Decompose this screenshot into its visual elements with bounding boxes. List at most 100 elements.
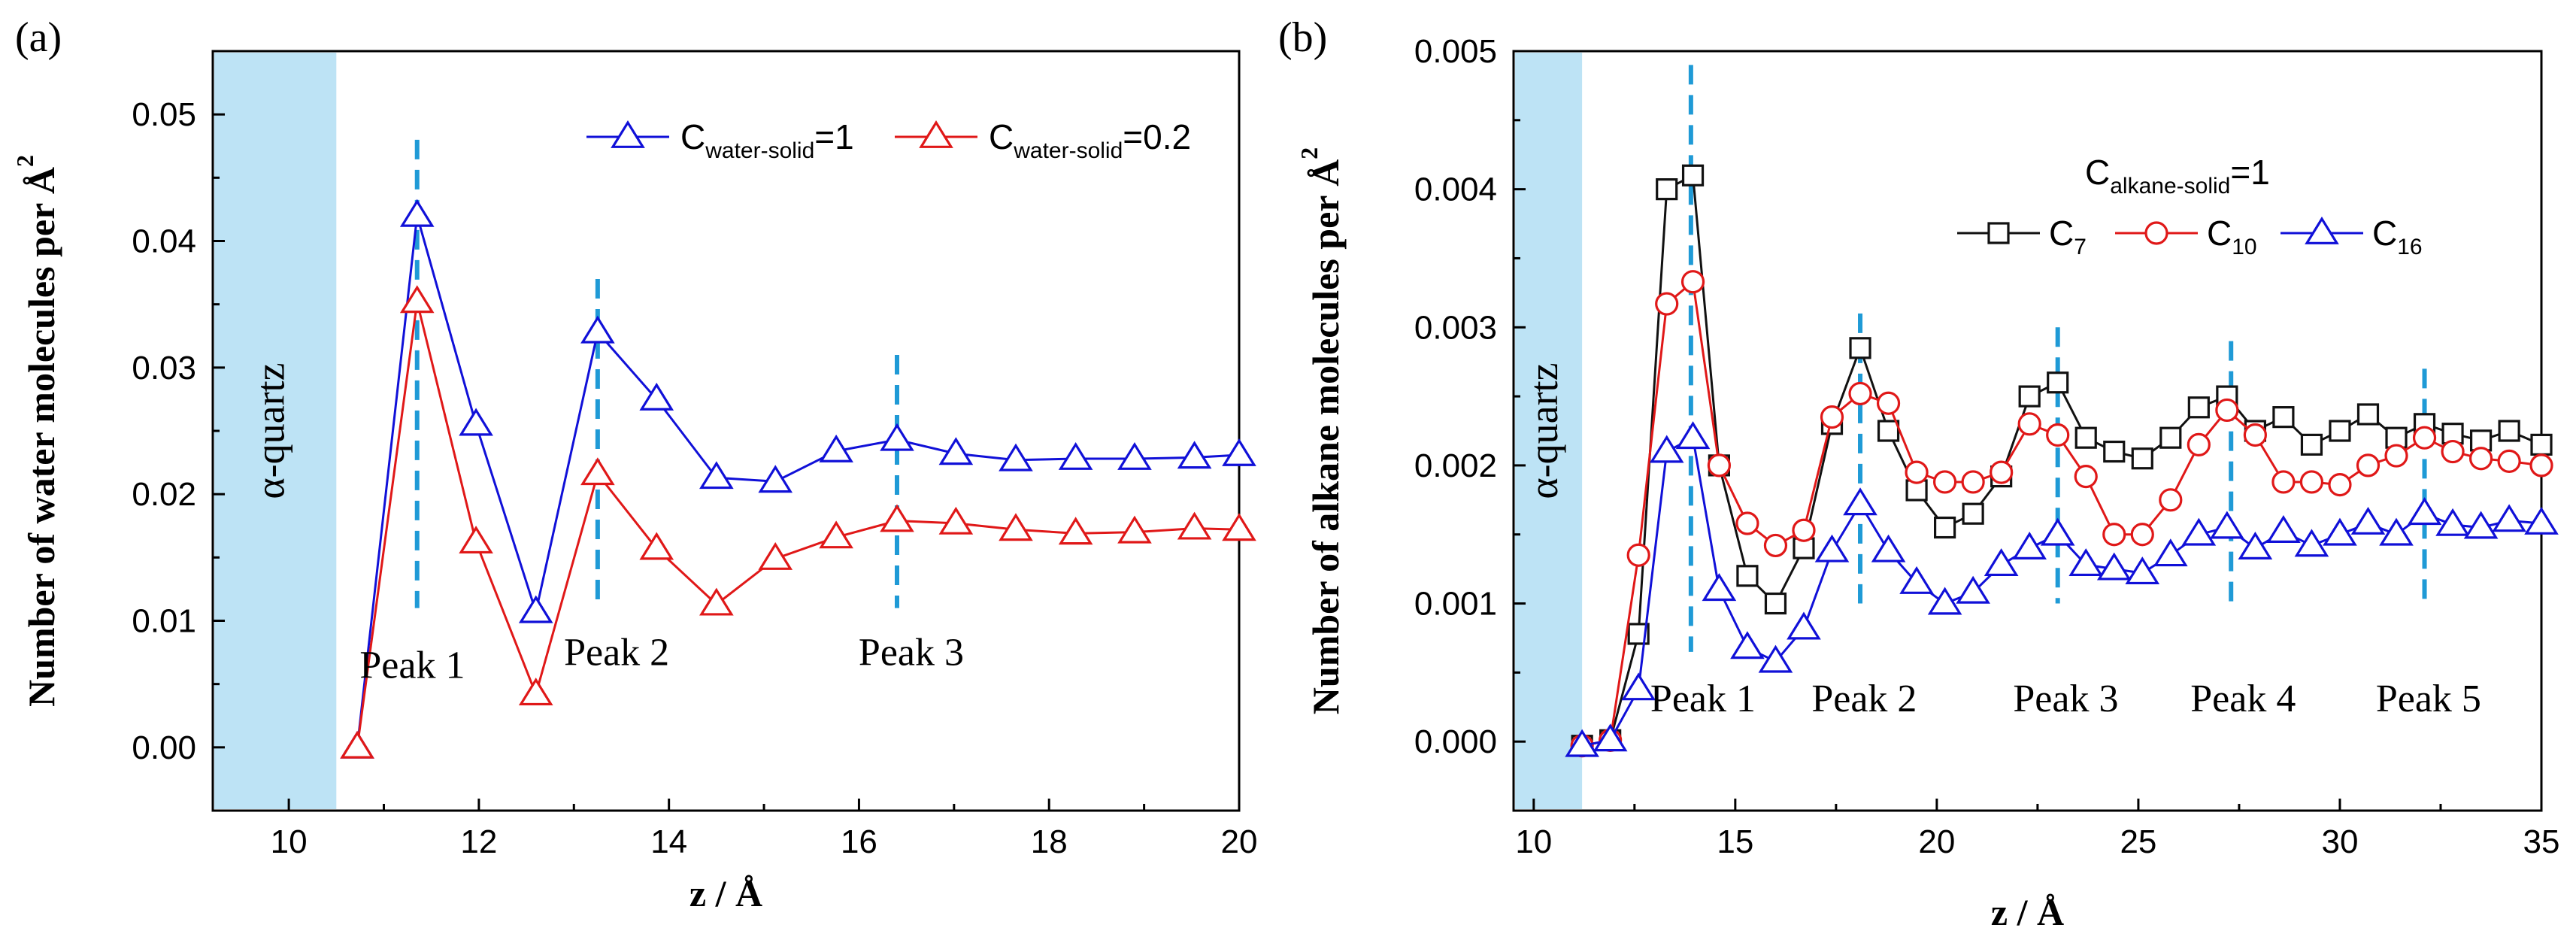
series-2 <box>1570 270 2553 758</box>
peak-label-2: Peak 2 <box>564 631 669 674</box>
legend-label: Cwater-solid=0.2 <box>989 117 1191 163</box>
legend-label-main: C <box>2207 214 2232 253</box>
data-point <box>2530 433 2553 456</box>
data-point <box>1990 460 2014 484</box>
x-tick-label: 25 <box>2120 823 2156 860</box>
data-point <box>2187 396 2210 419</box>
data-point <box>1058 517 1093 545</box>
data-point <box>639 532 674 560</box>
data-point <box>1681 164 1705 186</box>
series-line <box>356 301 1240 748</box>
legend-label-main: C <box>989 117 1014 156</box>
data-point <box>1655 292 1679 316</box>
data-point <box>399 199 435 227</box>
x-axis-label: z / Å <box>1991 891 2064 933</box>
data-point <box>2131 447 2153 470</box>
data-point <box>2328 473 2352 497</box>
y-tick-label: 0.03 <box>132 350 196 387</box>
data-point <box>2187 432 2211 456</box>
y-axis-label: Number of water molecules per Å2 <box>11 155 62 707</box>
data-point <box>2350 506 2386 535</box>
peak-label-4: Peak 4 <box>2190 678 2296 720</box>
data-point <box>1899 565 1934 594</box>
data-point <box>2300 433 2323 456</box>
legend-title: Calkane-solid=1 <box>2085 153 2270 199</box>
legend-marker <box>919 120 953 148</box>
data-point <box>2238 532 2273 559</box>
x-tick-label: 20 <box>1221 823 1258 860</box>
data-point <box>2159 426 2182 449</box>
data-point <box>2356 453 2381 478</box>
data-point <box>2497 449 2521 474</box>
panel-b: α-quartz 10 15 20 25 30 35 0.000 0.001 0.002 0.003… <box>1278 14 2559 933</box>
data-point <box>1735 511 1759 535</box>
legend-label: Cwater-solid=1 <box>680 117 854 163</box>
quartz-label: α-quartz <box>1521 362 1566 499</box>
data-point <box>2407 497 2442 526</box>
data-point <box>1792 518 1816 542</box>
x-tick-label: 35 <box>2523 823 2560 860</box>
data-point <box>1675 421 1711 450</box>
y-axis-label-exponent: 2 <box>1296 147 1323 159</box>
data-point <box>2272 406 2295 429</box>
legend-label-main: C <box>2049 214 2074 253</box>
data-point <box>1934 516 1956 539</box>
data-point <box>1905 460 1929 484</box>
data-point <box>1702 573 1737 602</box>
data-point <box>2323 517 2357 546</box>
data-point <box>2266 515 2301 543</box>
data-point <box>2159 488 2183 512</box>
data-point <box>2068 548 2104 577</box>
data-point <box>340 730 374 759</box>
series-line <box>356 215 1240 748</box>
data-point <box>819 520 853 549</box>
y-tick-label: 0.000 <box>1414 723 1497 760</box>
legend: Calkane-solid=1C7 C10 C16 <box>1957 153 2423 259</box>
data-point <box>1961 470 1985 494</box>
legend-title-sub: alkane-solid <box>2110 174 2230 199</box>
peak-label-5: Peak 5 <box>2376 678 2481 720</box>
data-point <box>2153 538 2188 567</box>
x-tick-label: 20 <box>1918 823 1955 860</box>
data-point <box>1956 575 1990 604</box>
legend-marker <box>2144 221 2168 245</box>
data-point <box>1764 592 1787 615</box>
y-tick-label: 0.002 <box>1414 447 1497 484</box>
data-point <box>2294 529 2329 557</box>
data-point <box>2379 517 2414 546</box>
data-point <box>1787 611 1821 640</box>
data-point <box>758 465 793 493</box>
y-tick-label: 0.004 <box>1414 171 1497 208</box>
x-tick-label: 30 <box>2321 823 2358 860</box>
quartz-label: α-quartz <box>248 362 293 499</box>
data-point <box>2435 508 2470 536</box>
x-tick-label: 10 <box>1515 823 1552 860</box>
data-point <box>999 513 1033 541</box>
y-tick-label: 0.005 <box>1414 33 1497 70</box>
x-tick-label: 14 <box>650 823 687 860</box>
data-point <box>1848 381 1872 406</box>
data-point <box>2492 504 2526 532</box>
data-point <box>2096 552 2132 581</box>
data-point <box>2498 420 2520 442</box>
panel-label: (a) <box>15 14 62 61</box>
legend-label-sub: 7 <box>2074 235 2087 259</box>
legend-marker <box>1987 222 2010 244</box>
axes-frame <box>1512 50 2543 812</box>
data-point <box>2329 420 2351 442</box>
x-axis-label: z / Å <box>689 872 762 914</box>
data-point <box>639 382 674 411</box>
data-point <box>1927 587 1962 615</box>
data-point <box>2017 412 2041 436</box>
legend-marker <box>611 120 645 148</box>
data-point <box>1565 729 1599 757</box>
data-point <box>2040 517 2075 546</box>
data-point <box>2215 398 2239 423</box>
data-point <box>1593 723 1628 752</box>
data-point <box>2524 506 2559 535</box>
legend-label: C7 <box>2049 214 2087 259</box>
legend-marker <box>2305 216 2339 244</box>
data-point <box>2384 444 2408 468</box>
y-tick-label: 0.003 <box>1414 309 1497 346</box>
